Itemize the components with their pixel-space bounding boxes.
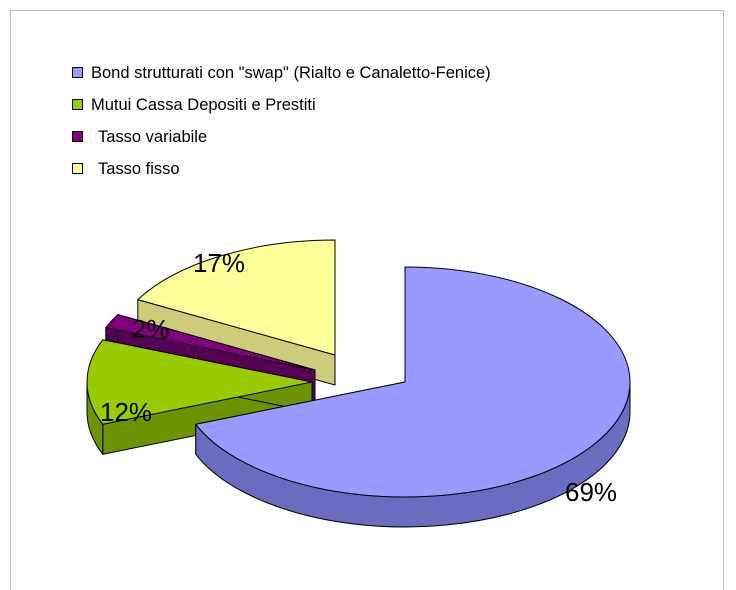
data-label-bond: 69%: [565, 477, 617, 507]
legend-swatch-tasso-variabile: [72, 131, 83, 142]
data-label-mutui: 12%: [100, 397, 152, 427]
legend-label-tasso-variabile: Tasso variabile: [98, 128, 208, 146]
slice-tasso-fisso: [137, 239, 336, 356]
chart-frame: [10, 10, 724, 590]
legend-swatch-mutui: [72, 99, 83, 110]
data-label-tasso-variabile: 2%: [132, 314, 170, 344]
legend-label-bond: Bond strutturati con "swap" (Rialto e Ca…: [91, 64, 491, 82]
slice-mutui: [86, 339, 313, 425]
slice-tasso-variabile: [105, 314, 316, 371]
data-label-tasso-fisso: 17%: [193, 248, 245, 278]
legend-label-mutui: Mutui Cassa Depositi e Prestiti: [91, 96, 316, 114]
slice-bond: [195, 266, 631, 498]
pie-labels: 69% 12% 2% 17%: [100, 248, 617, 507]
legend-swatch-bond: [72, 67, 83, 78]
legend-label-tasso-fisso: Tasso fisso: [98, 160, 180, 178]
legend-swatch-tasso-fisso: [72, 163, 83, 174]
pie-tops: [86, 239, 631, 498]
